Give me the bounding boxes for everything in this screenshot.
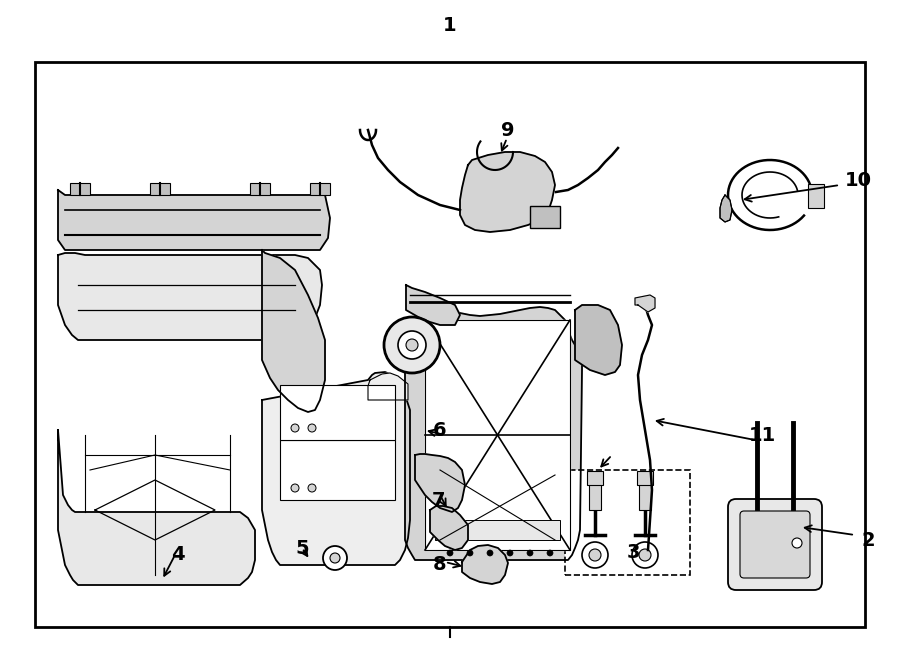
Bar — [35, 62, 865, 627]
Polygon shape — [406, 285, 460, 325]
Polygon shape — [262, 372, 410, 565]
Text: 11: 11 — [749, 426, 776, 444]
Circle shape — [527, 550, 533, 556]
Bar — [589, 482, 601, 510]
Text: 4: 4 — [171, 545, 184, 565]
Circle shape — [308, 424, 316, 432]
Polygon shape — [430, 506, 468, 550]
Circle shape — [291, 424, 299, 432]
Polygon shape — [425, 320, 570, 550]
Bar — [70, 183, 90, 195]
Polygon shape — [575, 305, 622, 375]
Bar — [808, 184, 824, 208]
Circle shape — [398, 331, 426, 359]
Circle shape — [589, 549, 601, 561]
Text: 1: 1 — [443, 15, 457, 34]
Text: 7: 7 — [431, 491, 445, 510]
FancyBboxPatch shape — [740, 511, 810, 578]
Polygon shape — [368, 373, 408, 400]
Text: 2: 2 — [861, 530, 875, 549]
Text: 5: 5 — [295, 538, 309, 557]
Polygon shape — [405, 300, 582, 560]
Circle shape — [547, 550, 553, 556]
Bar — [530, 206, 560, 228]
Bar — [250, 183, 270, 195]
Polygon shape — [460, 152, 555, 232]
Bar — [280, 440, 395, 500]
Bar — [565, 470, 690, 575]
Circle shape — [323, 546, 347, 570]
Circle shape — [507, 550, 513, 556]
Text: 9: 9 — [501, 120, 515, 140]
Circle shape — [467, 550, 473, 556]
Circle shape — [792, 538, 802, 548]
Polygon shape — [58, 253, 322, 340]
Circle shape — [639, 549, 651, 561]
Bar — [280, 385, 395, 440]
Polygon shape — [58, 190, 330, 250]
Circle shape — [447, 550, 453, 556]
Bar — [150, 183, 170, 195]
Text: 3: 3 — [626, 542, 640, 561]
Circle shape — [384, 317, 440, 373]
Text: 8: 8 — [433, 555, 446, 575]
Circle shape — [308, 484, 316, 492]
Bar — [637, 471, 653, 485]
Polygon shape — [635, 295, 655, 312]
Polygon shape — [462, 545, 508, 584]
Text: 6: 6 — [433, 420, 446, 440]
Polygon shape — [415, 454, 465, 512]
Circle shape — [330, 553, 340, 563]
Polygon shape — [720, 195, 732, 222]
Bar — [639, 482, 651, 510]
FancyBboxPatch shape — [728, 499, 822, 590]
Polygon shape — [58, 430, 255, 585]
Circle shape — [632, 542, 658, 568]
Bar — [435, 520, 560, 540]
Circle shape — [406, 339, 418, 351]
Text: 10: 10 — [844, 171, 871, 189]
Polygon shape — [262, 250, 325, 412]
Bar — [310, 183, 330, 195]
Circle shape — [582, 542, 608, 568]
Bar — [587, 471, 603, 485]
Circle shape — [487, 550, 493, 556]
Circle shape — [291, 484, 299, 492]
